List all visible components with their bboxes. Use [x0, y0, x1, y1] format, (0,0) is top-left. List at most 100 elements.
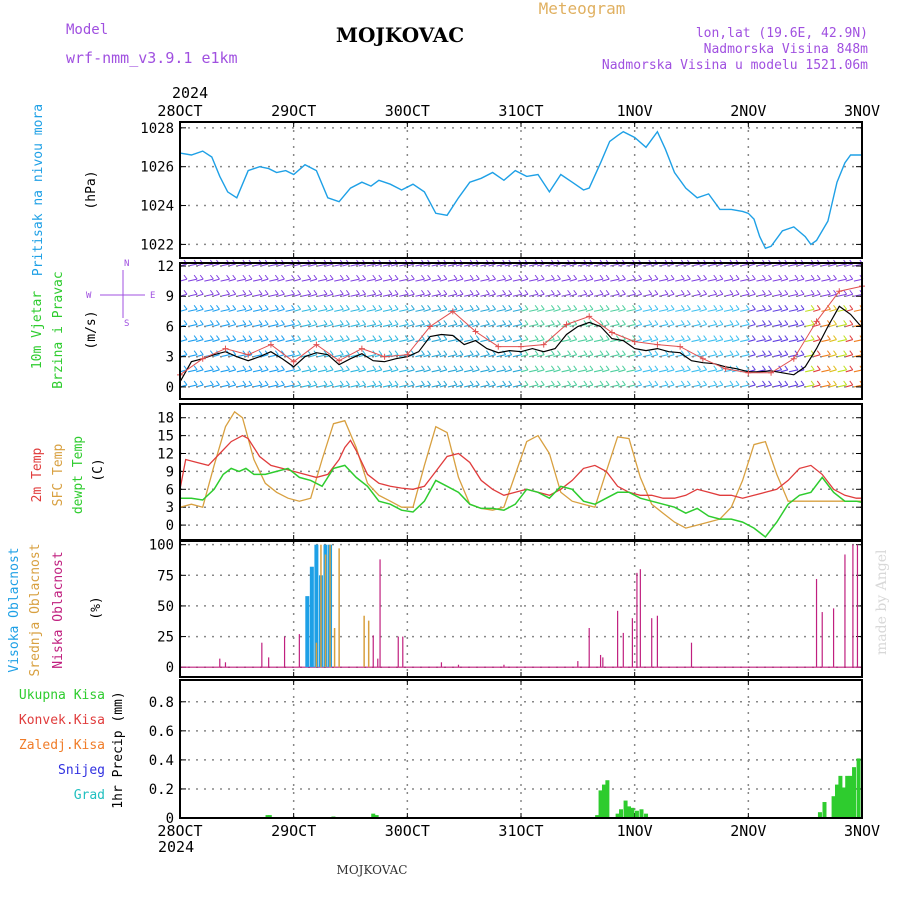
wind-barb — [291, 320, 295, 325]
precip-bar — [630, 807, 635, 818]
wind-barb — [264, 365, 269, 371]
precip-bar — [644, 813, 649, 818]
sfc-temp-line — [179, 410, 862, 529]
wind-barb — [236, 263, 246, 267]
wind-barb — [794, 365, 799, 371]
wind-barb — [780, 339, 788, 343]
wind-barb — [366, 339, 376, 343]
wind-barb — [488, 384, 496, 388]
wind-barb — [334, 354, 344, 358]
wind-barb — [261, 369, 269, 373]
wind-barb — [843, 274, 848, 280]
wind-barb — [845, 339, 853, 343]
wind-barb — [729, 289, 734, 295]
wind-barb — [800, 350, 805, 355]
wind-barb — [650, 384, 659, 388]
gust-marker — [495, 343, 502, 350]
wind-barb — [545, 263, 555, 267]
y-tick-label: 0 — [166, 518, 174, 534]
wind-barb — [821, 293, 831, 297]
wind-barb — [577, 369, 587, 373]
wind-barb — [415, 339, 425, 343]
wind-barb — [334, 263, 344, 267]
wind-barb — [269, 384, 279, 388]
wind-barb — [528, 339, 539, 343]
y-tick-label: 3 — [166, 500, 174, 516]
wind-barb — [475, 350, 480, 355]
wind-barb — [537, 323, 545, 327]
wind-barb — [339, 365, 344, 371]
wind-barb — [252, 278, 263, 282]
wind-barb — [447, 263, 458, 267]
wind-barb — [455, 384, 464, 388]
wind-barb — [599, 320, 604, 325]
wind-barb — [382, 323, 393, 328]
wind-barb — [569, 354, 577, 358]
wind-barb — [242, 365, 247, 371]
wind-barb — [751, 380, 756, 386]
wind-barb — [378, 365, 383, 371]
wind-barb — [297, 365, 302, 371]
wind-barb — [719, 380, 724, 386]
wind-barb — [394, 350, 399, 355]
wind-barb — [788, 263, 799, 267]
wind-barb — [431, 263, 441, 267]
wind-barb — [703, 289, 708, 295]
wind-barb — [772, 354, 782, 358]
wind-barb — [325, 323, 334, 327]
gust-marker — [722, 365, 729, 372]
wind-barb — [382, 369, 393, 373]
wind-barb — [421, 320, 425, 325]
wind-barb — [323, 289, 328, 295]
gust-marker — [290, 358, 297, 365]
wind-barb — [248, 365, 253, 371]
wind-barb — [297, 274, 302, 280]
wind-barb — [654, 365, 659, 371]
wind-barb — [772, 384, 782, 388]
wind-barb — [615, 320, 620, 325]
wind-barb — [602, 369, 610, 373]
wind-barb — [193, 350, 198, 355]
wind-barb — [459, 380, 464, 386]
wind-barb — [439, 278, 447, 282]
wind-barb — [805, 323, 815, 328]
wind-barb — [443, 289, 448, 295]
wind-barb — [550, 289, 555, 295]
wind-barb — [372, 305, 377, 310]
wind-barb — [719, 335, 724, 340]
precip-bar — [598, 790, 603, 818]
wind-barb — [638, 289, 643, 295]
wind-barb — [459, 320, 464, 325]
wind-barb — [567, 350, 571, 355]
wind-barb — [784, 335, 789, 340]
wind-barb — [196, 339, 204, 343]
wind-barb — [707, 339, 717, 343]
wind-barb — [654, 289, 659, 295]
wind-barb — [764, 339, 772, 343]
wind-barb — [183, 305, 188, 310]
gust-marker — [654, 341, 661, 348]
wind-barb — [699, 308, 707, 312]
station-title: MOJKOVAC — [336, 23, 464, 47]
wind-barb — [553, 384, 561, 388]
wind-barb — [388, 380, 393, 386]
wind-barb — [356, 380, 360, 386]
wind-barb — [561, 369, 571, 373]
wind-barb — [464, 369, 474, 373]
wind-barb — [281, 320, 285, 325]
wind-barb — [573, 365, 578, 371]
wind-barb — [605, 320, 610, 325]
cloud-bar — [367, 620, 370, 668]
cloud-bar — [599, 654, 602, 668]
precip-freezing-label: Zaledj.Kisa — [19, 738, 105, 753]
wind-barb — [453, 350, 458, 355]
wind-barb — [504, 263, 512, 267]
wind-barb — [439, 323, 447, 327]
wind-barb — [480, 308, 490, 312]
wind-barb — [778, 289, 783, 295]
y-tick-label: 9 — [166, 289, 174, 305]
x-date-label-top: 1NOV — [617, 102, 653, 120]
wind-barb — [469, 305, 474, 310]
wind-barb — [447, 293, 458, 297]
wind-barb — [723, 308, 734, 312]
